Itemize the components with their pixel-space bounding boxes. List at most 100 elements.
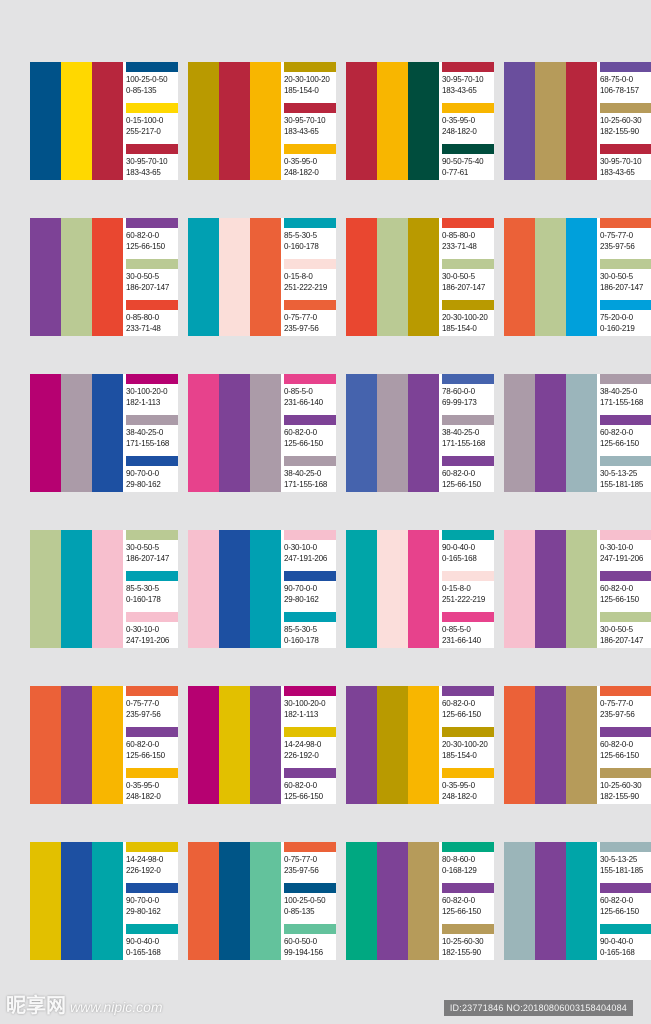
color-chip [600, 571, 651, 581]
color-chip [600, 144, 651, 154]
rgb-value: 125-66-150 [600, 907, 639, 916]
color-stripe [188, 62, 219, 180]
cmyk-value: 60-82-0-0 [442, 699, 475, 708]
palette-card: 0-30-10-0 247-191-206 90-70-0-0 29-80-162 85… [188, 530, 336, 648]
rgb-value: 231-66-140 [442, 636, 481, 645]
color-chip [600, 103, 651, 113]
rgb-value: 99-194-156 [284, 948, 323, 957]
cmyk-value: 0-85-80-0 [442, 231, 475, 240]
site-watermark: 昵享网 www.nipic.com [6, 989, 163, 1018]
color-chip [126, 686, 178, 696]
cmyk-value: 90-50-75-40 [442, 157, 484, 166]
color-chip [442, 612, 494, 622]
rgb-value: 171-155-168 [600, 398, 644, 407]
color-chip [126, 530, 178, 540]
watermark-url: www.nipic.com [70, 999, 163, 1015]
cmyk-value: 30-95-70-10 [442, 75, 484, 84]
rgb-value: 182-1-113 [126, 398, 161, 407]
cmyk-value: 20-30-100-20 [442, 740, 488, 749]
color-stripe [566, 686, 597, 804]
palette-card: 85-5-30-5 0-160-178 0-15-8-0 251-222-219 0-7… [188, 218, 336, 336]
cmyk-value: 85-5-30-5 [284, 231, 317, 240]
color-chip [284, 612, 336, 622]
rgb-value: 0-168-129 [442, 866, 477, 875]
rgb-value: 183-43-65 [600, 168, 635, 177]
rgb-value: 233-71-48 [442, 242, 477, 251]
color-chip [284, 883, 336, 893]
cmyk-value: 38-40-25-0 [600, 387, 638, 396]
color-chip [126, 842, 178, 852]
swatch-info: 0-30-10-0 247-191-206 60-82-0-0 125-66-150 3… [600, 530, 651, 648]
cmyk-value: 30-0-50-5 [442, 272, 475, 281]
palette-card: 14-24-98-0 226-192-0 90-70-0-0 29-80-162 90-… [30, 842, 178, 960]
color-chip [126, 612, 178, 622]
rgb-value: 0-165-168 [600, 948, 635, 957]
swatch-info: 68-75-0-0 106-78-157 10-25-60-30 182-155-90… [600, 62, 651, 180]
color-stripe [92, 842, 123, 960]
color-stripe [504, 62, 535, 180]
cmyk-value: 0-35-95-0 [126, 781, 159, 790]
cmyk-value: 60-0-50-0 [284, 937, 317, 946]
color-chip [284, 571, 336, 581]
color-stripe [566, 374, 597, 492]
color-chip [600, 530, 651, 540]
rgb-value: 186-207-147 [442, 283, 486, 292]
cmyk-value: 0-35-95-0 [442, 781, 475, 790]
color-chip [600, 612, 651, 622]
color-chip [442, 571, 494, 581]
palette-card: 0-75-77-0 235-97-56 100-25-0-50 0-85-135 60-… [188, 842, 336, 960]
cmyk-value: 0-75-77-0 [600, 231, 633, 240]
color-stripe [219, 842, 250, 960]
color-chip [442, 103, 494, 113]
color-stripe [535, 842, 566, 960]
cmyk-value: 30-100-20-0 [284, 699, 326, 708]
cmyk-value: 100-25-0-50 [126, 75, 168, 84]
color-stripe [92, 218, 123, 336]
color-stripe [504, 374, 535, 492]
rgb-value: 186-207-147 [600, 283, 644, 292]
color-stripe [30, 842, 61, 960]
palette-card: 20-30-100-20 185-154-0 30-95-70-10 183-43-6… [188, 62, 336, 180]
color-chip [600, 62, 651, 72]
color-chip [442, 686, 494, 696]
color-stripe [346, 374, 377, 492]
color-chip [442, 374, 494, 384]
swatch-info: 30-95-70-10 183-43-65 0-35-95-0 248-182-0 90… [442, 62, 494, 180]
swatch-info: 85-5-30-5 0-160-178 0-15-8-0 251-222-219 0-7… [284, 218, 336, 336]
palette-card: 0-75-77-0 235-97-56 60-82-0-0 125-66-150 0-3… [30, 686, 178, 804]
cmyk-value: 20-30-100-20 [284, 75, 330, 84]
cmyk-value: 60-82-0-0 [600, 896, 633, 905]
color-chip [600, 924, 651, 934]
color-stripe [408, 686, 439, 804]
cmyk-value: 30-5-13-25 [600, 855, 638, 864]
swatch-info: 0-75-77-0 235-97-56 60-82-0-0 125-66-150 10-… [600, 686, 651, 804]
palette-card: 30-95-70-10 183-43-65 0-35-95-0 248-182-0 90… [346, 62, 494, 180]
color-stripe [408, 530, 439, 648]
cmyk-value: 14-24-98-0 [284, 740, 322, 749]
swatch-info: 30-100-20-0 182-1-113 38-40-25-0 171-155-16… [126, 374, 178, 492]
cmyk-value: 60-82-0-0 [284, 781, 317, 790]
color-chip [600, 686, 651, 696]
color-stripe [504, 530, 535, 648]
palette-card: 30-100-20-0 182-1-113 38-40-25-0 171-155-16… [30, 374, 178, 492]
cmyk-value: 90-0-40-0 [126, 937, 159, 946]
watermark-logo: 昵享网 [6, 995, 66, 1017]
color-chip [600, 259, 651, 269]
color-chip [284, 924, 336, 934]
cmyk-value: 38-40-25-0 [284, 469, 322, 478]
palette-card: 38-40-25-0 171-155-168 60-82-0-0 125-66-150… [504, 374, 651, 492]
color-stripe [535, 686, 566, 804]
color-stripe [219, 530, 250, 648]
color-stripe [535, 530, 566, 648]
rgb-value: 182-155-90 [442, 948, 481, 957]
rgb-value: 186-207-147 [126, 554, 170, 563]
color-stripe [92, 686, 123, 804]
color-stripe [30, 218, 61, 336]
swatch-info: 80-8-60-0 0-168-129 60-82-0-0 125-66-150 10-… [442, 842, 494, 960]
rgb-value: 0-85-135 [284, 907, 315, 916]
color-stripe [250, 530, 281, 648]
color-stripe [61, 842, 92, 960]
rgb-value: 251-222-219 [284, 283, 328, 292]
swatch-info: 0-75-77-0 235-97-56 30-0-50-5 186-207-147 75… [600, 218, 651, 336]
cmyk-value: 0-30-10-0 [284, 543, 317, 552]
